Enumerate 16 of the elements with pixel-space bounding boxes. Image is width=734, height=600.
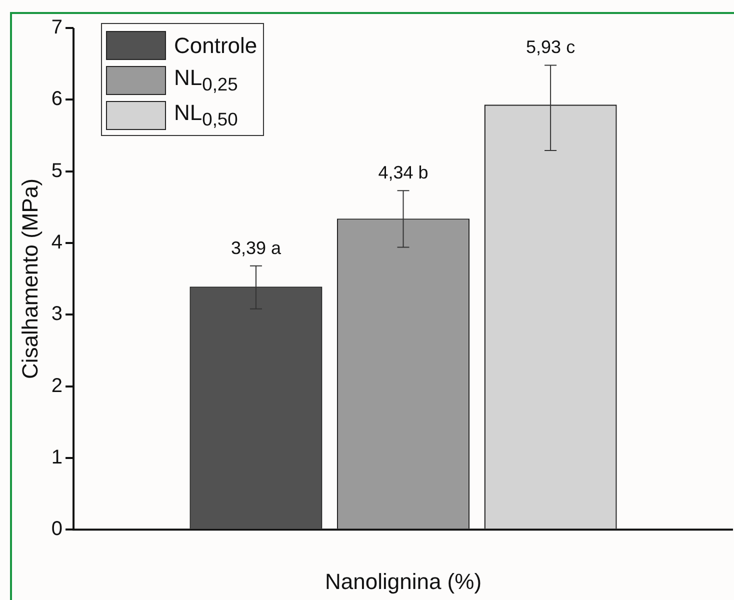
data-label: 5,93 c [526,37,576,58]
y-axis-title: Cisalhamento (MPa) [17,178,42,380]
data-label: 4,34 b [378,162,428,183]
x-axis-title: Nanolignina (%) [324,568,482,594]
y-tick-label: 4 [51,231,63,254]
y-tick-label: 1 [51,446,63,468]
y-tick-label: 0 [51,518,63,540]
y-tick-label: 7 [51,16,63,39]
y-tick-label: 2 [51,374,63,397]
legend-label: NL$_{0,50}$ [174,100,238,131]
y-tick-label: 3 [51,303,63,326]
legend-label: NL$_{0,25}$ [174,65,238,96]
y-tick-label: 6 [51,88,63,110]
y-tick-label: 5 [51,160,63,182]
legend-label: Controle [174,32,258,58]
data-label: 3,39 a [230,238,282,258]
